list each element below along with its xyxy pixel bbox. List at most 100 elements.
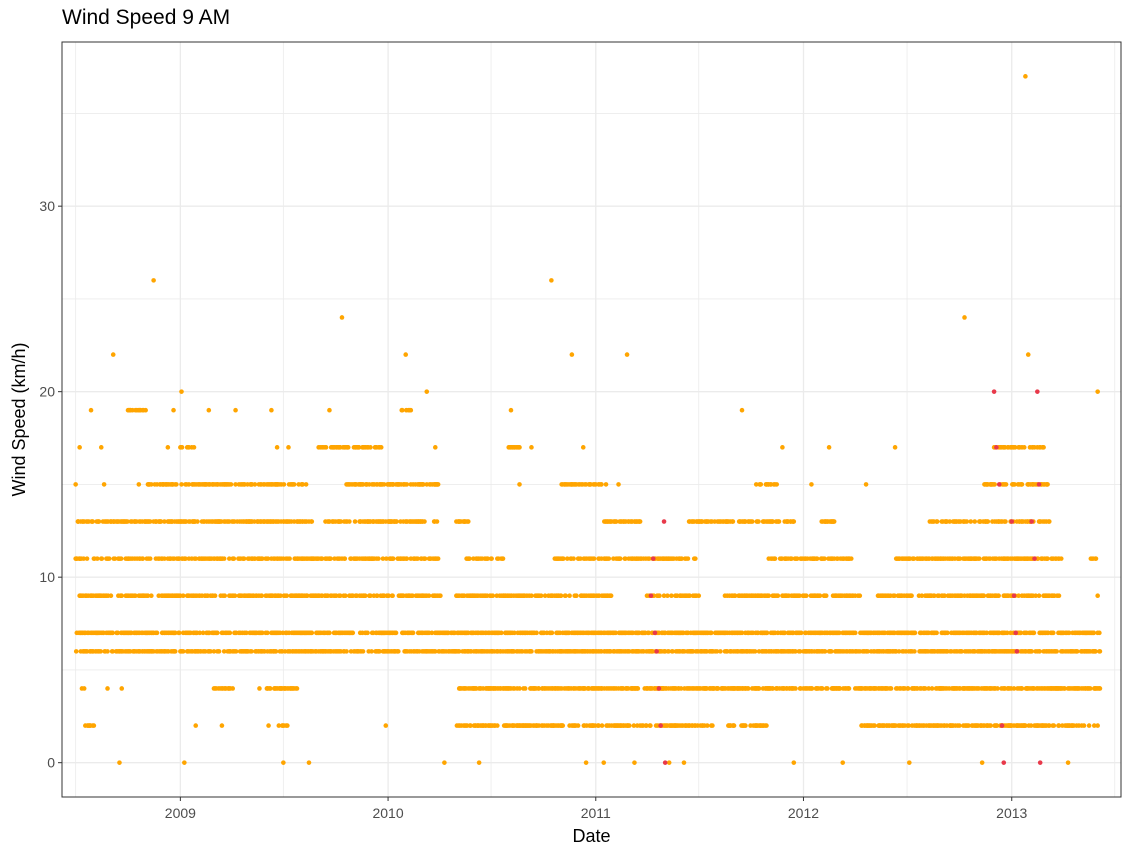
data-point bbox=[162, 556, 167, 561]
data-point bbox=[410, 593, 415, 599]
data-point bbox=[174, 482, 179, 487]
data-point bbox=[252, 482, 258, 487]
data-point bbox=[265, 630, 270, 636]
data-point bbox=[216, 649, 222, 654]
data-point bbox=[1009, 519, 1015, 524]
data-point bbox=[378, 445, 384, 450]
data-point bbox=[616, 482, 621, 487]
data-point bbox=[567, 593, 572, 599]
data-point bbox=[857, 593, 863, 599]
data-point bbox=[435, 556, 441, 561]
data-point bbox=[635, 686, 641, 691]
data-point bbox=[281, 482, 287, 487]
data-point bbox=[327, 407, 332, 413]
data-point bbox=[396, 649, 401, 654]
data-point bbox=[274, 445, 280, 450]
data-point bbox=[232, 593, 238, 599]
data-point bbox=[96, 519, 102, 524]
data-point bbox=[1045, 556, 1050, 561]
data-point bbox=[193, 556, 199, 561]
x-tick-label: 2013 bbox=[996, 805, 1027, 821]
data-point bbox=[775, 593, 781, 599]
data-point bbox=[1088, 556, 1094, 561]
data-point bbox=[710, 723, 715, 728]
data-point bbox=[127, 407, 133, 413]
data-point bbox=[1014, 649, 1020, 654]
data-point bbox=[1050, 630, 1056, 636]
data-point bbox=[665, 593, 670, 599]
data-point bbox=[1097, 686, 1103, 691]
data-point bbox=[623, 556, 628, 561]
data-point bbox=[1037, 760, 1043, 765]
data-point bbox=[151, 278, 156, 283]
data-point bbox=[212, 593, 218, 599]
data-point bbox=[996, 593, 1001, 599]
data-point bbox=[257, 686, 262, 691]
chart-title: Wind Speed 9 AM bbox=[62, 6, 231, 29]
data-point bbox=[632, 760, 637, 765]
data-point bbox=[957, 723, 962, 728]
y-axis-title: Wind Speed (km/h) bbox=[9, 342, 29, 496]
data-point bbox=[888, 686, 894, 691]
data-point bbox=[718, 649, 723, 654]
data-point bbox=[380, 556, 386, 561]
data-point bbox=[136, 482, 142, 487]
data-point bbox=[1093, 556, 1099, 561]
data-point bbox=[529, 593, 534, 599]
data-point bbox=[732, 593, 738, 599]
data-point bbox=[730, 519, 736, 524]
data-point bbox=[285, 723, 290, 728]
data-point bbox=[368, 593, 373, 599]
data-point bbox=[617, 556, 623, 561]
data-point bbox=[825, 686, 830, 691]
data-point bbox=[774, 482, 780, 487]
data-point bbox=[186, 482, 192, 487]
data-point bbox=[606, 556, 612, 561]
data-point bbox=[195, 519, 200, 524]
data-point bbox=[384, 556, 389, 561]
data-point bbox=[342, 556, 348, 561]
data-point bbox=[772, 556, 778, 561]
data-point bbox=[77, 445, 82, 450]
data-point bbox=[681, 760, 687, 765]
data-point bbox=[534, 630, 539, 636]
data-point bbox=[789, 556, 794, 561]
data-point bbox=[179, 482, 184, 487]
data-point bbox=[145, 593, 151, 599]
data-point bbox=[538, 593, 544, 599]
data-point bbox=[1095, 593, 1100, 599]
data-point bbox=[892, 445, 898, 450]
data-point bbox=[323, 445, 329, 450]
data-point bbox=[583, 760, 589, 765]
data-point bbox=[233, 649, 239, 654]
data-point bbox=[117, 760, 122, 765]
data-point bbox=[485, 556, 490, 561]
data-point bbox=[1097, 649, 1103, 654]
data-point bbox=[345, 445, 351, 450]
y-tick-label: 20 bbox=[39, 384, 55, 400]
data-point bbox=[260, 630, 265, 636]
data-point bbox=[231, 556, 237, 561]
data-point bbox=[968, 519, 974, 524]
data-point bbox=[489, 556, 494, 561]
data-point bbox=[627, 723, 632, 728]
data-point bbox=[578, 556, 583, 561]
data-point bbox=[569, 352, 575, 357]
data-point bbox=[756, 686, 762, 691]
data-point bbox=[374, 593, 380, 599]
data-point bbox=[666, 760, 672, 765]
data-point bbox=[819, 686, 825, 691]
data-point bbox=[794, 556, 800, 561]
data-point bbox=[934, 519, 940, 524]
data-point bbox=[368, 445, 373, 450]
data-point bbox=[766, 593, 772, 599]
data-point bbox=[98, 649, 103, 654]
data-point bbox=[94, 556, 100, 561]
data-point bbox=[343, 593, 348, 599]
data-point bbox=[804, 593, 809, 599]
data-point bbox=[179, 389, 184, 394]
data-point bbox=[517, 445, 522, 450]
data-point bbox=[613, 630, 618, 636]
data-point bbox=[650, 556, 656, 561]
data-point bbox=[106, 556, 112, 561]
